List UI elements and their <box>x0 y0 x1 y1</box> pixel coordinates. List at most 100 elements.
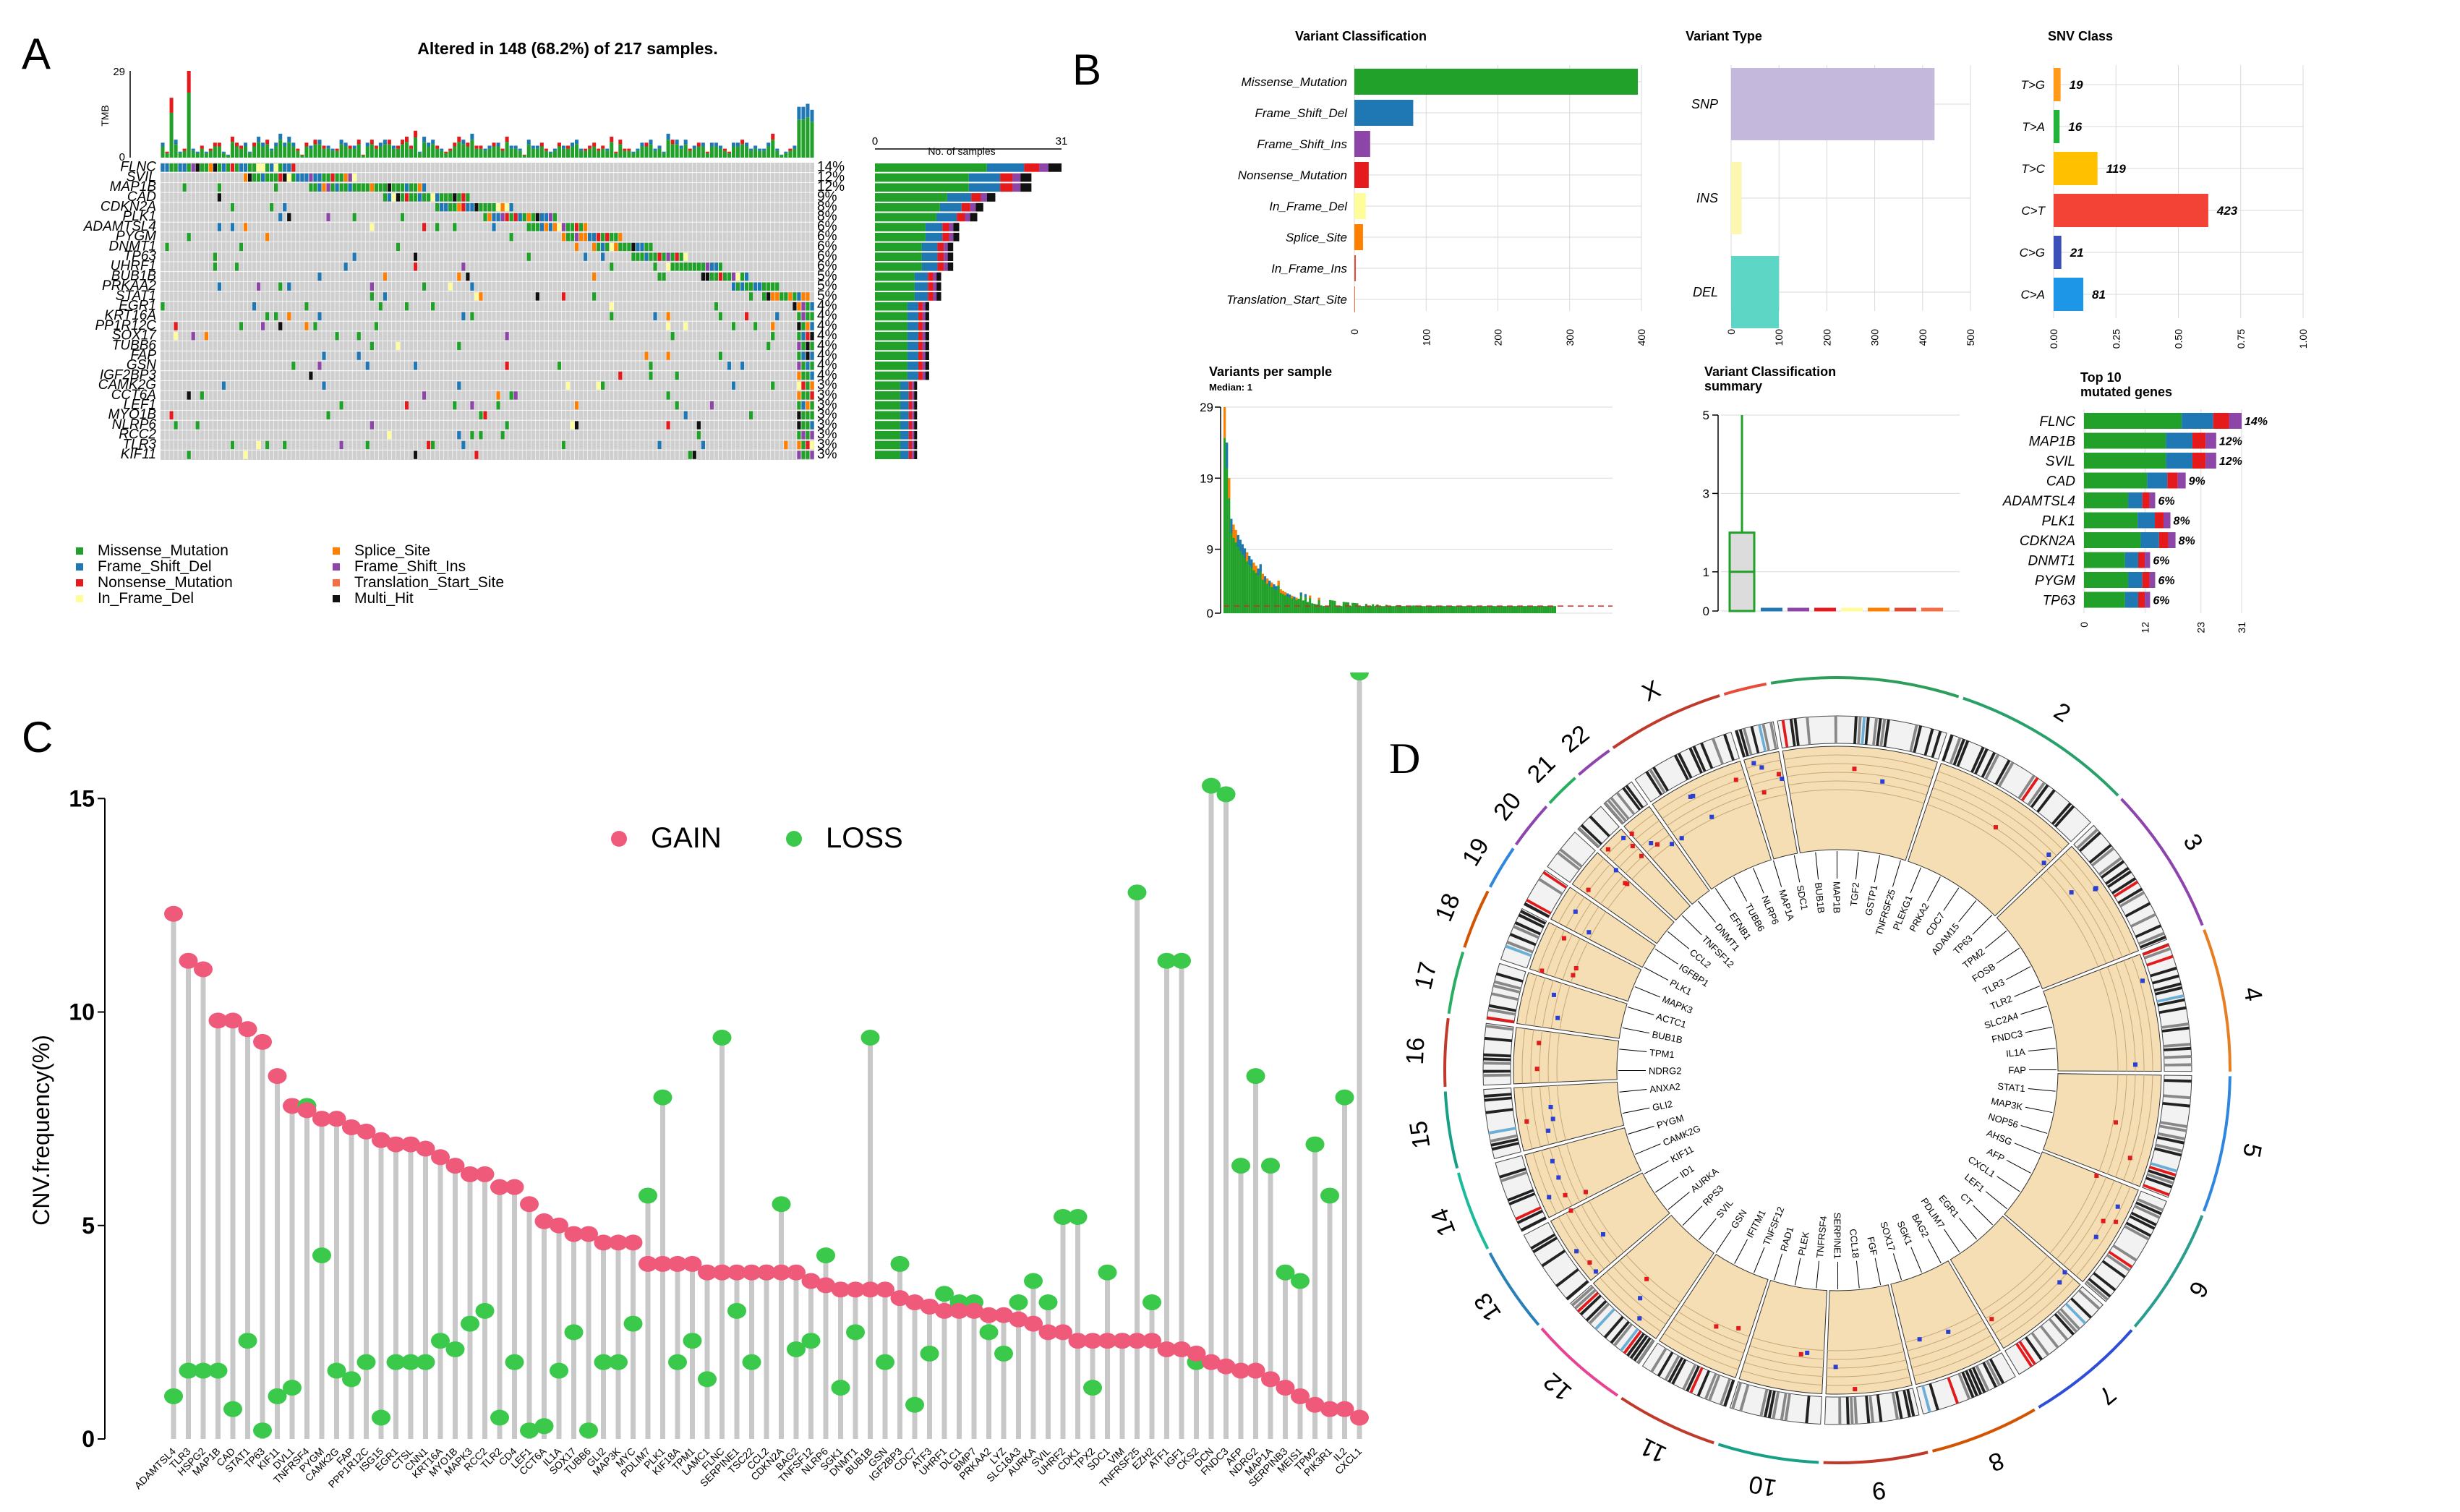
oncoplot-title: Altered in 148 (68.2%) of 217 samples. <box>417 39 717 58</box>
tmb-bar <box>356 144 361 158</box>
mutation-cell <box>565 233 571 242</box>
ideogram-band <box>2088 844 2112 864</box>
ideogram-band <box>1735 730 1746 758</box>
snv-category-label: T>G <box>2020 78 2045 92</box>
track-gridline <box>1525 975 1537 1025</box>
top10-bar <box>2140 532 2159 548</box>
cnv-point <box>1709 814 1714 819</box>
tmb-bar <box>322 148 326 158</box>
track-gridline <box>1530 1029 1534 1083</box>
chromosome-label: 10 <box>1747 1470 1779 1502</box>
gene-count-bar <box>907 371 918 380</box>
vps-bar <box>1277 581 1280 613</box>
mutation-cell <box>806 391 810 400</box>
mutation-cell <box>461 312 466 320</box>
gene-count-bar <box>925 362 929 370</box>
gene-count-bar <box>907 362 918 370</box>
mutation-cell <box>709 262 714 271</box>
tmb-bar-segment <box>597 148 601 151</box>
vps-bar-segment <box>1255 565 1257 573</box>
track-gridline <box>1566 1213 1605 1270</box>
vc-bar <box>1354 69 1639 95</box>
mutation-cell <box>466 193 470 202</box>
track-gridline <box>1635 820 1660 840</box>
mutation-cell <box>243 163 248 172</box>
gene-label: EGR1 <box>119 299 156 314</box>
tmb-bar-segment <box>539 142 544 147</box>
tmb-tick-bottom: 0 <box>119 151 125 163</box>
vc-category-label: Frame_Shift_Ins <box>1257 137 1347 151</box>
ideogram-band <box>2070 1297 2093 1319</box>
chromosome-outer-arc <box>1620 1396 1714 1445</box>
vps-bar <box>1234 529 1237 613</box>
ideogram-band <box>1488 1127 1516 1135</box>
ideogram-band <box>2157 998 2185 1007</box>
vps-bar <box>1542 606 1545 613</box>
chromosome-outer-arc <box>2133 1215 2204 1328</box>
gene-percent: 6% <box>817 259 837 274</box>
vps-bar <box>1338 606 1341 613</box>
gene-count-bar <box>907 322 918 330</box>
gene-count-bar <box>970 202 976 212</box>
vps-bar <box>1311 603 1314 613</box>
cnv-point <box>1550 1158 1555 1163</box>
cnv-x-tick-labels: ADAMTSL4TLR3HSPG2MAP1BCADSTAT1TP63KIF11D… <box>132 1445 1364 1491</box>
chromosome-outer-arc <box>2202 1076 2231 1212</box>
ideogram-band <box>1688 747 1703 774</box>
cnv-loss-point <box>223 1401 242 1417</box>
cnv-point <box>1714 1324 1719 1329</box>
mutation-cell <box>679 262 683 271</box>
tmb-bar <box>588 148 592 158</box>
mutation-cell <box>526 213 531 221</box>
tmb-bar <box>418 153 422 158</box>
vps-bar <box>1309 595 1312 613</box>
tmb-bar <box>797 119 801 158</box>
ideogram-band <box>1490 1134 1518 1143</box>
mutation-cell <box>810 312 814 320</box>
tmb-bar <box>178 153 182 158</box>
snv-x-tick: 0.75 <box>2235 329 2247 349</box>
cnv-point <box>1917 1337 1922 1342</box>
tmb-bar-segment <box>679 145 683 149</box>
mutation-cell <box>309 183 313 192</box>
ideogram-band <box>1541 1250 1566 1268</box>
vps-bar <box>1346 602 1350 613</box>
vc-x-tick: 400 <box>1636 329 1647 346</box>
ideogram-band <box>2135 1201 2162 1216</box>
chromosome-outer-arc <box>1823 1451 1929 1464</box>
mutation-cell <box>810 440 814 450</box>
mutation-cell <box>174 421 178 430</box>
track-gridline <box>2131 1075 2153 1184</box>
ideogram-band <box>2107 870 2132 889</box>
ideogram-band <box>2161 1026 2190 1033</box>
tmb-bar-segment <box>470 133 474 140</box>
cnv-loss-point <box>1024 1273 1043 1289</box>
mutation-cell <box>230 440 235 450</box>
tmb-bar-segment <box>343 142 348 147</box>
cnv-loss-point <box>208 1362 228 1379</box>
vps-bar-segment <box>1261 573 1264 580</box>
mutation-cell <box>657 272 662 281</box>
mutation-cell <box>326 173 330 182</box>
vps-bar <box>1492 606 1496 613</box>
tmb-bar-segment <box>479 145 483 149</box>
ideogram-band <box>1700 742 1714 769</box>
ideogram-band <box>2036 789 2056 813</box>
mutation-cell <box>278 213 283 221</box>
circos-gene-label: GSTP1 <box>1863 884 1879 917</box>
gene-label: KRT16A <box>105 308 156 323</box>
cnv-gain-point <box>223 1012 242 1029</box>
vcs-y-tick-label: 1 <box>1703 565 1709 579</box>
ideogram-band <box>2130 1211 2157 1226</box>
mutation-cell <box>806 371 810 380</box>
gene-count-bar <box>922 362 926 370</box>
track-gridline <box>1554 934 1573 978</box>
ideogram-band <box>1513 925 1539 939</box>
mutation-cell <box>457 193 461 202</box>
panel-label-b: B <box>1072 46 1102 94</box>
vps-bar <box>1432 606 1435 613</box>
tmb-bar-segment <box>692 145 696 149</box>
vps-bar <box>1336 606 1338 613</box>
mutation-cell <box>391 193 396 202</box>
gene-count-bar <box>936 272 941 281</box>
